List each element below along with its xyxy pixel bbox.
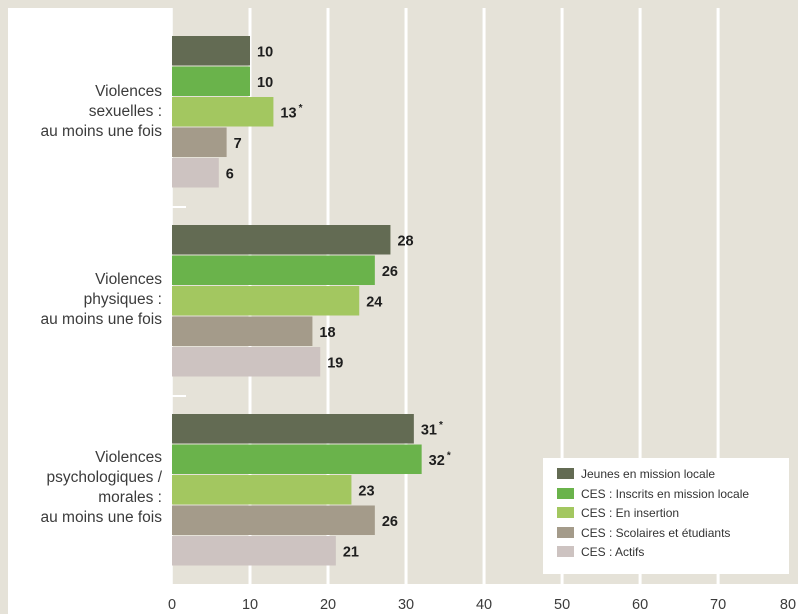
x-tick-label-60: 60 xyxy=(632,597,648,613)
significance-star-c1-s3: * xyxy=(299,103,303,114)
legend-item-4: CES : Scolaires et étudiants xyxy=(557,525,730,541)
category-label-line: au moins une fois xyxy=(40,311,163,328)
data-label-c3-s4: 26 xyxy=(382,514,398,530)
legend-swatch xyxy=(557,507,574,518)
category-label-1: Violences sexuelles : au moins une fois xyxy=(2,82,163,142)
data-label-c3-s1: 31 xyxy=(421,422,437,438)
x-tick-label-80: 80 xyxy=(780,597,796,613)
data-label-c2-s3: 24 xyxy=(366,294,382,310)
bar-c1-s4 xyxy=(172,127,227,157)
legend-label: CES : En insertion xyxy=(581,506,680,520)
bar-c1-s5 xyxy=(172,158,219,188)
category-label-line: Violences xyxy=(95,83,162,100)
bar-c3-s3 xyxy=(172,475,352,505)
category-label-line: Violences xyxy=(95,271,162,288)
legend: Jeunes en mission locale CES : Inscrits e… xyxy=(543,458,789,574)
bar-c3-s5 xyxy=(172,536,336,566)
bar-c2-s1 xyxy=(172,225,391,255)
data-label-c1-s2: 10 xyxy=(257,75,273,91)
data-label-c3-s3: 23 xyxy=(358,483,374,499)
data-label-c1-s5: 6 xyxy=(226,166,234,182)
bar-c1-s2 xyxy=(172,66,251,96)
bar-c2-s3 xyxy=(172,286,360,316)
category-label-3: Violences psychologiques / morales : au moi… xyxy=(2,448,163,528)
legend-label: CES : Scolaires et étudiants xyxy=(581,525,731,540)
legend-label: Jeunes en mission locale xyxy=(581,467,716,481)
bar-c3-s2 xyxy=(172,444,422,474)
data-label-c3-s2: 32 xyxy=(429,453,445,469)
legend-item-1: Jeunes en mission locale xyxy=(557,466,715,482)
significance-star-c3-s1: * xyxy=(439,420,443,431)
x-tick-label-70: 70 xyxy=(710,597,726,613)
data-label-c1-s3: 13 xyxy=(280,105,296,121)
data-label-c2-s4: 18 xyxy=(319,325,335,341)
data-label-c3-s5: 21 xyxy=(343,544,359,560)
category-label-line: au moins une fois xyxy=(40,123,163,140)
bar-c2-s5 xyxy=(172,347,321,377)
data-label-c2-s1: 28 xyxy=(397,233,413,249)
significance-star-c3-s2: * xyxy=(447,450,451,461)
bar-c1-s3 xyxy=(172,97,274,127)
category-label-line: Violences xyxy=(95,449,162,466)
data-label-c1-s1: 10 xyxy=(257,44,273,60)
legend-swatch xyxy=(557,546,574,557)
legend-label: CES : Inscrits en mission locale xyxy=(581,486,750,501)
bar-c2-s4 xyxy=(172,316,313,346)
legend-swatch xyxy=(557,487,574,499)
legend-item-3: CES : En insertion xyxy=(557,505,679,521)
category-label-2: Violences physiques : au moins une fois xyxy=(2,270,163,330)
category-label-line: au moins une fois xyxy=(40,509,163,526)
x-tick-label-30: 30 xyxy=(398,597,414,613)
legend-label: CES : Actifs xyxy=(581,545,645,559)
x-tick-label-50: 50 xyxy=(554,597,570,613)
bar-c1-s1 xyxy=(172,36,251,66)
legend-swatch xyxy=(557,526,574,538)
bar-c2-s2 xyxy=(172,255,375,285)
legend-item-5: CES : Actifs xyxy=(557,544,644,560)
x-tick-label-10: 10 xyxy=(242,597,258,613)
category-label-line: psychologiques / xyxy=(46,469,162,486)
x-tick-label-20: 20 xyxy=(320,597,336,613)
data-label-c1-s4: 7 xyxy=(234,136,242,152)
data-label-c2-s2: 26 xyxy=(382,264,398,280)
legend-item-2: CES : Inscrits en mission locale xyxy=(557,486,749,502)
legend-swatch xyxy=(557,468,574,479)
category-label-line: physiques : xyxy=(83,291,162,308)
data-label-c2-s5: 19 xyxy=(327,355,343,371)
bar-c3-s4 xyxy=(172,505,375,535)
x-tick-label-0: 0 xyxy=(168,597,176,613)
category-label-line: sexuelles : xyxy=(88,103,162,120)
category-label-line: morales : xyxy=(98,489,162,506)
x-tick-label-40: 40 xyxy=(476,597,492,613)
bar-c3-s1 xyxy=(172,414,414,444)
